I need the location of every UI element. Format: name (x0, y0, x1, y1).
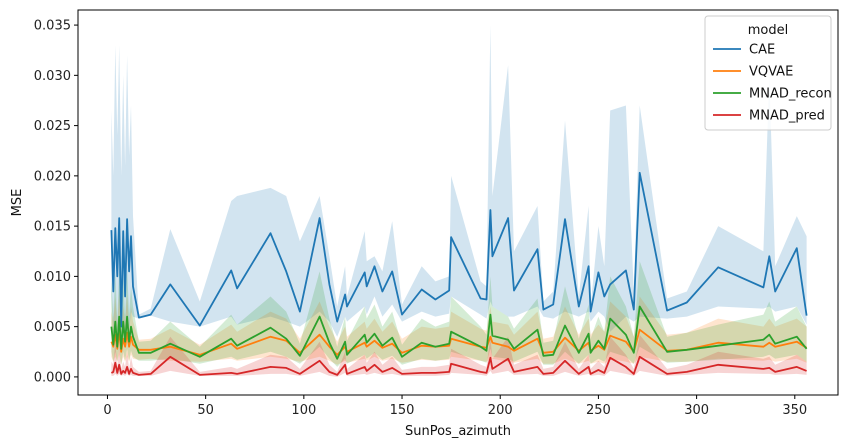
series-line-cae (110, 171, 808, 328)
series-line-mnad-pred (110, 355, 807, 376)
y-tick-label: 0.005 (34, 320, 71, 335)
x-tick-label: 250 (586, 403, 611, 418)
ci-band-vqvae (111, 291, 807, 365)
legend-box (704, 15, 832, 131)
series-line-vqvae (110, 328, 808, 356)
legend-title: model (748, 23, 788, 38)
y-tick-label: 0.030 (34, 69, 71, 84)
y-axis-label: MSE (10, 189, 25, 217)
series-line-mnad-recon (110, 305, 808, 360)
x-tick-label: 350 (782, 403, 807, 418)
x-axis-label: SunPos_azimuth (405, 424, 511, 439)
x-tick-label: 50 (197, 403, 214, 418)
x-tick-label: 200 (488, 403, 513, 418)
x-tick-label: 150 (390, 403, 415, 418)
x-tick-label: 300 (684, 403, 709, 418)
y-tick-label: 0.025 (34, 119, 71, 134)
x-tick-label: 100 (291, 403, 316, 418)
y-tick-label: 0.015 (34, 220, 71, 235)
legend-label-mnad-recon: MNAD_recon (749, 87, 832, 102)
y-tick-label: 0.020 (34, 169, 71, 184)
y-axis-ticks: 0.000 0.005 0.010 0.015 0.020 0.025 0.030 0.035 (34, 19, 78, 385)
x-tick-label: 0 (103, 403, 111, 418)
x-axis-ticks: 0 50 100 150 200 250 300 350 (103, 395, 807, 418)
series-lines (110, 171, 808, 376)
y-tick-label: 0.010 (34, 270, 71, 285)
ci-band-cae (111, 25, 807, 347)
legend: model CAE VQVAE MNAD_recon MNAD_pred (704, 15, 832, 131)
legend-label-vqvae: VQVAE (749, 65, 793, 80)
legend-label-cae: CAE (749, 43, 775, 58)
legend-label-mnad-pred: MNAD_pred (749, 109, 825, 124)
y-tick-label: 0.035 (34, 19, 71, 34)
ci-band-mnad-pred (111, 334, 807, 377)
y-tick-label: 0.000 (34, 370, 71, 385)
axes-frame (77, 9, 839, 396)
